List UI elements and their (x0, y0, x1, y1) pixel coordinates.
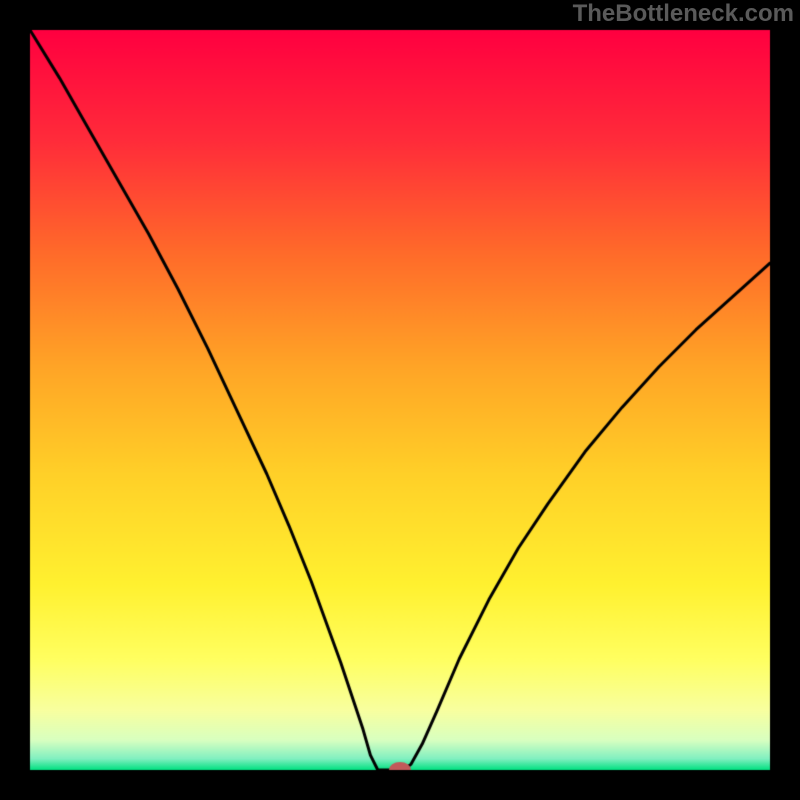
bottleneck-chart-canvas (0, 0, 800, 800)
watermark-text: TheBottleneck.com (573, 0, 794, 28)
chart-stage: TheBottleneck.com (0, 0, 800, 800)
